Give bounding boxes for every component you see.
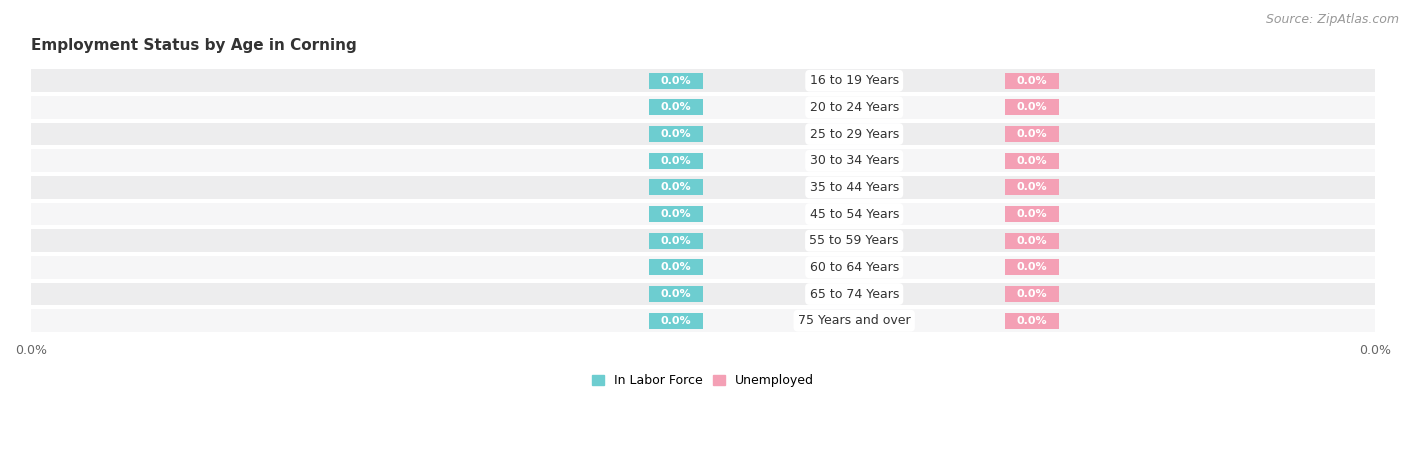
Bar <box>31 230 1375 252</box>
Bar <box>1005 286 1059 302</box>
Bar <box>1005 180 1059 195</box>
Bar <box>650 180 703 195</box>
Bar <box>31 309 1375 332</box>
Text: 60 to 64 Years: 60 to 64 Years <box>810 261 898 274</box>
Bar <box>31 123 1375 145</box>
Bar <box>650 313 703 328</box>
Text: 75 Years and over: 75 Years and over <box>797 314 911 327</box>
Bar <box>31 256 1375 279</box>
Text: 0.0%: 0.0% <box>661 156 692 166</box>
Text: 30 to 34 Years: 30 to 34 Years <box>810 154 898 167</box>
Text: 65 to 74 Years: 65 to 74 Years <box>810 288 898 301</box>
Bar <box>31 176 1375 199</box>
Bar <box>31 96 1375 119</box>
Bar <box>650 286 703 302</box>
Bar <box>650 126 703 142</box>
Text: 55 to 59 Years: 55 to 59 Years <box>810 234 898 247</box>
Text: 0.0%: 0.0% <box>661 289 692 299</box>
Bar <box>650 206 703 222</box>
Bar <box>1005 313 1059 328</box>
Bar <box>1005 233 1059 249</box>
Text: Source: ZipAtlas.com: Source: ZipAtlas.com <box>1265 14 1399 27</box>
Text: 0.0%: 0.0% <box>1017 316 1047 326</box>
Bar <box>650 259 703 275</box>
Text: 25 to 29 Years: 25 to 29 Years <box>810 127 898 140</box>
Legend: In Labor Force, Unemployed: In Labor Force, Unemployed <box>586 369 820 392</box>
Bar <box>31 69 1375 92</box>
Text: 0.0%: 0.0% <box>1017 289 1047 299</box>
Text: 0.0%: 0.0% <box>661 236 692 246</box>
Text: 0.0%: 0.0% <box>1017 209 1047 219</box>
Text: Employment Status by Age in Corning: Employment Status by Age in Corning <box>31 37 357 53</box>
Text: 0.0%: 0.0% <box>1017 182 1047 192</box>
Bar <box>650 73 703 89</box>
Bar <box>1005 126 1059 142</box>
Text: 16 to 19 Years: 16 to 19 Years <box>810 74 898 87</box>
Text: 0.0%: 0.0% <box>661 316 692 326</box>
Bar <box>650 233 703 249</box>
Text: 0.0%: 0.0% <box>1017 236 1047 246</box>
Text: 35 to 44 Years: 35 to 44 Years <box>810 181 898 194</box>
Text: 0.0%: 0.0% <box>661 182 692 192</box>
Text: 0.0%: 0.0% <box>1017 262 1047 272</box>
Bar <box>1005 259 1059 275</box>
Bar <box>1005 153 1059 169</box>
Text: 0.0%: 0.0% <box>1017 156 1047 166</box>
Bar <box>1005 206 1059 222</box>
Bar <box>31 149 1375 172</box>
Bar <box>650 99 703 115</box>
Text: 0.0%: 0.0% <box>1017 76 1047 86</box>
Bar <box>1005 99 1059 115</box>
Text: 0.0%: 0.0% <box>661 262 692 272</box>
Text: 0.0%: 0.0% <box>661 103 692 112</box>
Text: 45 to 54 Years: 45 to 54 Years <box>810 207 898 220</box>
Text: 0.0%: 0.0% <box>1017 129 1047 139</box>
Bar <box>31 283 1375 306</box>
Text: 20 to 24 Years: 20 to 24 Years <box>810 101 898 114</box>
Text: 0.0%: 0.0% <box>1017 103 1047 112</box>
Bar <box>650 153 703 169</box>
Bar <box>31 202 1375 225</box>
Bar <box>1005 73 1059 89</box>
Text: 0.0%: 0.0% <box>661 76 692 86</box>
Text: 0.0%: 0.0% <box>661 129 692 139</box>
Text: 0.0%: 0.0% <box>661 209 692 219</box>
